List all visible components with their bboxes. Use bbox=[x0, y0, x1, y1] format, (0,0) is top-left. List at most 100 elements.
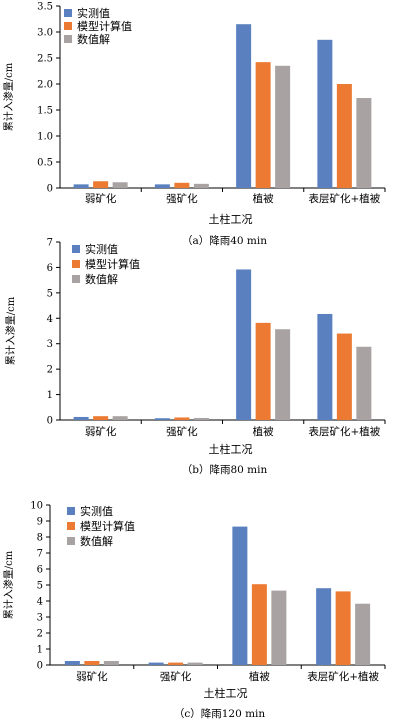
bar-numeric bbox=[193, 417, 209, 420]
legend-label: 实测值 bbox=[80, 504, 113, 518]
category-label: 弱矿化 bbox=[85, 192, 117, 205]
y-tick-label: 7 bbox=[47, 238, 53, 249]
legend-swatch bbox=[64, 35, 72, 43]
category-label: 弱矿化 bbox=[76, 670, 108, 683]
bar-measured bbox=[154, 184, 170, 188]
category-label: 植被 bbox=[249, 670, 270, 683]
y-tick-label: 6 bbox=[37, 565, 43, 576]
bar-model bbox=[93, 181, 109, 188]
panel-caption: （a）降雨40 min bbox=[182, 234, 267, 247]
legend-swatch bbox=[67, 537, 75, 545]
y-tick-label: 3 bbox=[37, 613, 43, 624]
legend-swatch bbox=[67, 507, 75, 515]
bar-numeric bbox=[103, 661, 119, 665]
y-tick-label: 10 bbox=[30, 501, 43, 512]
bar-model bbox=[84, 661, 100, 665]
category-label: 强矿化 bbox=[166, 425, 198, 438]
y-tick-label: 2.0 bbox=[37, 80, 53, 91]
y-axis-title: 累计入渗量/cm bbox=[2, 62, 15, 131]
bar-measured bbox=[154, 418, 170, 420]
bar-model bbox=[255, 322, 271, 420]
bar-numeric bbox=[271, 590, 287, 665]
bar-numeric bbox=[112, 416, 128, 420]
category-label: 强矿化 bbox=[166, 192, 198, 205]
bar-model bbox=[251, 584, 267, 665]
bar-numeric bbox=[275, 329, 291, 420]
y-tick-label: 9 bbox=[37, 517, 43, 528]
category-label: 植被 bbox=[253, 425, 274, 438]
legend-swatch bbox=[64, 9, 72, 17]
y-tick-label: 4 bbox=[37, 597, 43, 608]
legend-label: 实测值 bbox=[85, 242, 118, 256]
legend-label: 模型计算值 bbox=[77, 19, 132, 33]
panel-caption: （c）降雨120 min bbox=[174, 707, 266, 720]
legend-label: 模型计算值 bbox=[80, 519, 135, 533]
y-axis-title: 累计入渗量/cm bbox=[4, 296, 17, 365]
bar-model bbox=[174, 182, 190, 188]
bar-measured bbox=[236, 24, 252, 189]
bar-model bbox=[335, 591, 351, 665]
y-tick-label: 0.5 bbox=[37, 158, 53, 169]
y-tick-label: 1.0 bbox=[37, 132, 53, 143]
legend-swatch bbox=[64, 22, 72, 30]
y-tick-label: 3 bbox=[47, 339, 53, 350]
bar-measured bbox=[317, 313, 333, 420]
y-tick-label: 4 bbox=[47, 314, 53, 325]
bar-model bbox=[168, 662, 184, 665]
bar-model bbox=[93, 416, 109, 420]
legend-label: 数值解 bbox=[80, 534, 113, 548]
legend-swatch bbox=[72, 245, 80, 253]
legend-swatch bbox=[72, 275, 80, 283]
y-tick-label: 1 bbox=[47, 390, 53, 401]
y-tick-label: 1.5 bbox=[37, 106, 53, 117]
y-tick-label: 1 bbox=[37, 645, 43, 656]
bar-numeric bbox=[187, 662, 203, 665]
y-tick-label: 5 bbox=[37, 581, 43, 592]
y-tick-label: 0 bbox=[47, 184, 53, 195]
bar-measured bbox=[64, 661, 80, 665]
y-tick-label: 6 bbox=[47, 263, 53, 274]
category-label: 表层矿化+植被 bbox=[308, 192, 380, 205]
y-tick-label: 2.5 bbox=[37, 54, 53, 65]
bar-measured bbox=[148, 662, 164, 665]
bar-numeric bbox=[356, 346, 372, 420]
bar-measured bbox=[317, 39, 333, 188]
y-tick-label: 7 bbox=[37, 549, 43, 560]
bar-measured bbox=[316, 588, 332, 665]
bar-measured bbox=[236, 269, 252, 420]
bar-numeric bbox=[275, 65, 291, 188]
bar-model bbox=[336, 333, 352, 420]
bar-measured bbox=[73, 184, 89, 188]
bar-measured bbox=[73, 416, 89, 420]
y-axis-title: 累计入渗量/cm bbox=[2, 550, 15, 619]
bar-model bbox=[174, 417, 190, 420]
chart-panel-1: 0 0.5 1.0 1.5 2.0 2.5 3.0 3.5 弱矿化 强矿化 植被 表层矿化+植被土柱工… bbox=[2, 2, 386, 247]
bar-model bbox=[255, 62, 271, 188]
legend-swatch bbox=[72, 260, 80, 268]
panel-caption: （b）降雨80 min bbox=[182, 463, 268, 476]
category-label: 弱矿化 bbox=[85, 425, 117, 438]
legend-label: 模型计算值 bbox=[85, 257, 140, 271]
y-tick-label: 3.5 bbox=[37, 2, 53, 13]
y-tick-label: 5 bbox=[47, 288, 53, 299]
y-tick-label: 3.0 bbox=[37, 28, 53, 39]
y-tick-label: 2 bbox=[47, 365, 53, 376]
category-label: 表层矿化+植被 bbox=[308, 425, 380, 438]
y-tick-label: 0 bbox=[47, 416, 53, 427]
x-axis-title: 土柱工况 bbox=[204, 686, 248, 700]
category-label: 表层矿化+植被 bbox=[307, 670, 379, 683]
y-tick-label: 8 bbox=[37, 533, 43, 544]
bar-numeric bbox=[356, 98, 372, 188]
legend-label: 数值解 bbox=[77, 32, 110, 46]
legend-label: 数值解 bbox=[85, 272, 118, 286]
x-axis-title: 土柱工况 bbox=[209, 212, 253, 226]
bar-model bbox=[336, 84, 352, 188]
legend-swatch bbox=[67, 522, 75, 530]
category-label: 植被 bbox=[253, 192, 274, 205]
y-tick-label: 0 bbox=[37, 661, 43, 672]
y-tick-label: 2 bbox=[37, 629, 43, 640]
category-label: 强矿化 bbox=[160, 670, 192, 683]
